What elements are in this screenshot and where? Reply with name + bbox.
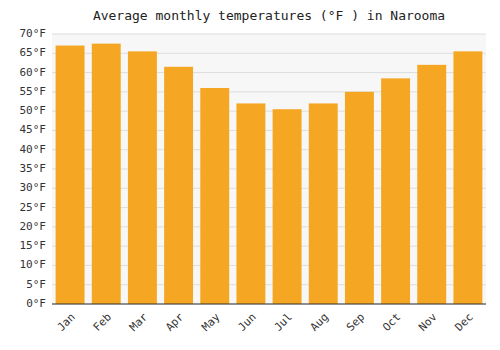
y-tick-label: 65°F — [20, 46, 47, 59]
chart-svg: 0°F 5°F 10°F 15°F 20°F 25°F 30°F 35°F 40°F 45°F 50… — [0, 0, 500, 350]
x-axis: Jan Feb Mar Apr May Jun Jul Aug Sep Oct Nov Dec — [55, 310, 476, 334]
y-tick-label: 45°F — [20, 123, 47, 136]
x-tick-label: Nov — [416, 310, 440, 334]
y-tick-label: 0°F — [26, 297, 46, 310]
y-tick-label: 70°F — [20, 27, 47, 40]
x-tick-label: Jul — [272, 311, 295, 334]
x-tick-label: Feb — [91, 311, 114, 334]
y-tick-label: 10°F — [20, 258, 47, 271]
title: Average monthly temperatures (°F ) in Na… — [93, 8, 445, 23]
x-tick-label: Mar — [127, 310, 151, 334]
x-tick-label: Jun — [235, 311, 258, 334]
bar — [273, 109, 302, 304]
y-tick-label: 50°F — [20, 104, 47, 117]
grid-line — [52, 34, 486, 35]
bar — [345, 92, 374, 304]
x-tick-label: Aug — [308, 311, 331, 334]
bar — [200, 88, 229, 304]
bar — [128, 51, 157, 304]
y-tick-label: 55°F — [20, 85, 47, 98]
x-tick-label: Jan — [55, 311, 78, 334]
bar — [92, 44, 121, 304]
y-tick-label: 40°F — [20, 143, 47, 156]
x-tick-label: Dec — [452, 311, 475, 334]
bar — [453, 51, 482, 304]
bar — [56, 46, 85, 304]
x-tick-label: Apr — [163, 310, 187, 334]
y-tick-label: 25°F — [20, 201, 47, 214]
grid-line — [52, 304, 486, 305]
chart-container: 0°F 5°F 10°F 15°F 20°F 25°F 30°F 35°F 40°F 45°F 50… — [0, 0, 500, 350]
y-tick-label: 20°F — [20, 220, 47, 233]
bar — [309, 103, 338, 304]
x-axis-line — [52, 304, 486, 305]
x-tick-label: Oct — [380, 311, 403, 334]
y-axis: 0°F 5°F 10°F 15°F 20°F 25°F 30°F 35°F 40°F 45°F 50… — [20, 27, 47, 310]
bar — [417, 65, 446, 304]
bar — [381, 78, 410, 304]
y-tick-label: 30°F — [20, 181, 47, 194]
bars — [56, 44, 483, 304]
x-tick-label: May — [199, 310, 223, 334]
y-tick-label: 5°F — [26, 278, 46, 291]
y-tick-label: 60°F — [20, 66, 47, 79]
page: {"chart_data": {"type": "bar", "title": … — [0, 0, 500, 350]
bar — [164, 67, 193, 304]
bar — [236, 103, 265, 304]
plot-background — [52, 34, 486, 304]
y-tick-label: 15°F — [20, 239, 47, 252]
grid — [52, 34, 486, 304]
y-tick-label: 35°F — [20, 162, 47, 175]
x-tick-label: Sep — [344, 311, 367, 334]
